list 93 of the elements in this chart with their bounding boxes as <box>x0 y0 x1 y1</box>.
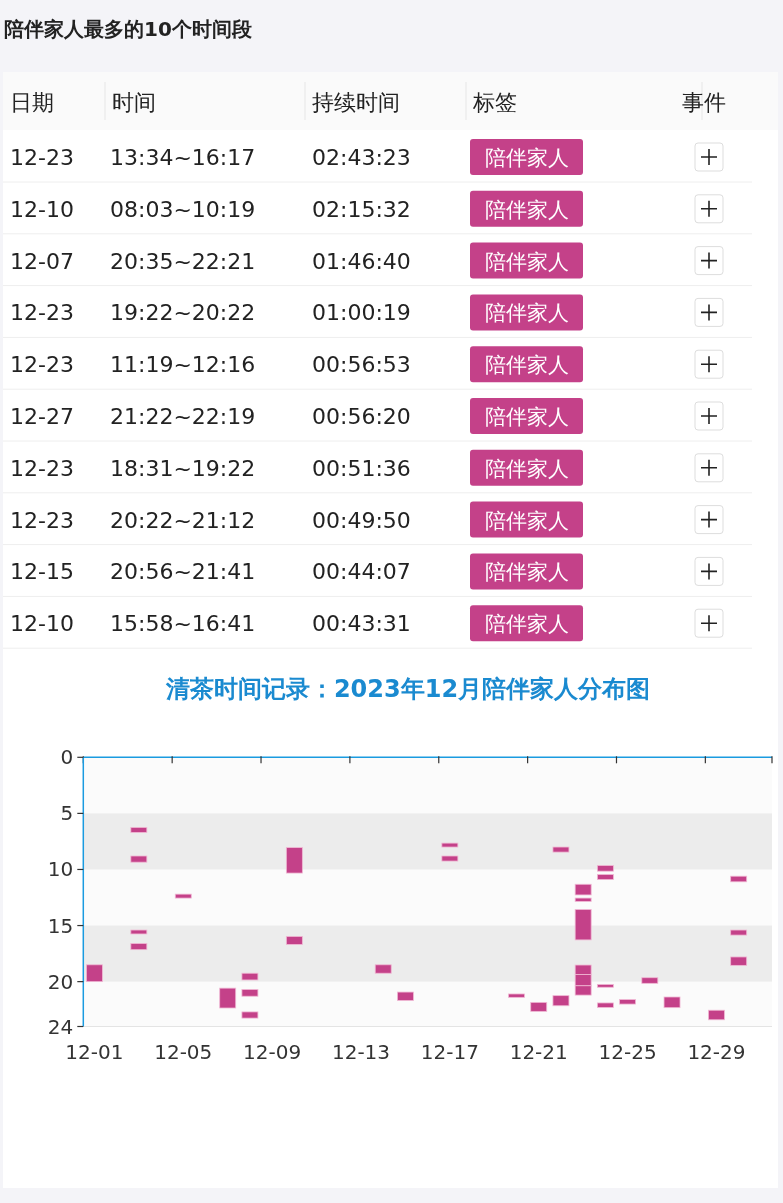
bar <box>708 1009 725 1021</box>
text: 陪伴家人 <box>484 508 569 533</box>
text: 陪伴家人 <box>484 301 569 326</box>
text: 20:56~21:41 <box>110 559 256 585</box>
chart-title: 清茶时间记录：2023年12月陪伴家人分布图 <box>164 675 651 703</box>
text: 18:31~19:22 <box>110 455 256 481</box>
bar <box>130 943 148 951</box>
bar <box>730 929 748 936</box>
text: 01:00:19 <box>312 300 411 326</box>
bar <box>552 995 570 1007</box>
text: 00:44:07 <box>312 559 411 585</box>
text: 12-15 <box>10 559 74 585</box>
bar <box>663 996 681 1009</box>
text: 12-10 <box>10 611 74 637</box>
y-tick-label: 24 <box>47 1014 74 1039</box>
text: 12-23 <box>10 145 74 170</box>
text: 陪伴家人最多的10个时间段 <box>4 17 253 41</box>
text: 02:15:32 <box>312 196 411 222</box>
y-tick-label: 20 <box>47 969 74 994</box>
x-tick-label: 12-21 <box>509 1040 568 1064</box>
text: 00:51:36 <box>312 455 411 481</box>
bar <box>285 936 303 945</box>
text: 01:46:40 <box>312 248 411 274</box>
bar <box>174 893 192 899</box>
text: 陪伴家人 <box>484 612 569 637</box>
text: 12-23 <box>10 352 74 378</box>
bar <box>441 842 459 848</box>
text: 15:58~16:41 <box>110 611 256 637</box>
category-label: 事件 <box>682 90 726 115</box>
text: 陪伴家人 <box>484 197 569 222</box>
text: 13:34~16:17 <box>110 145 256 170</box>
bar <box>219 987 237 1009</box>
text: 00:43:31 <box>312 611 411 637</box>
text: 12-10 <box>10 196 74 222</box>
text: 陪伴家人 <box>484 456 569 481</box>
bar <box>730 956 748 966</box>
text: 12-07 <box>10 248 74 274</box>
bar <box>241 989 259 997</box>
bar <box>596 865 614 872</box>
text: 11:19~12:16 <box>110 352 256 378</box>
text: 陪伴家人 <box>484 353 569 378</box>
bar <box>441 855 459 862</box>
text: 12-23 <box>10 507 74 533</box>
bar <box>374 964 392 974</box>
text: 12-23 <box>10 455 74 481</box>
bar <box>596 1002 614 1008</box>
text: 陪伴家人 <box>484 560 569 585</box>
x-tick-label: 12-17 <box>420 1040 479 1064</box>
text: 20:35~22:21 <box>110 248 256 274</box>
bar <box>641 977 659 984</box>
text: 陪伴家人 <box>484 146 569 170</box>
text: 12-23 <box>10 300 74 326</box>
x-tick-label: 12-01 <box>65 1040 124 1064</box>
bar <box>619 999 636 1005</box>
x-tick-label: 12-09 <box>243 1040 302 1064</box>
category-label: 日期 <box>10 90 54 115</box>
bar <box>574 909 592 941</box>
bar <box>596 874 614 880</box>
text: 21:22~22:19 <box>110 404 256 429</box>
bar <box>508 993 525 998</box>
text: 陪伴家人 <box>484 405 569 429</box>
text: 20:22~21:12 <box>110 507 256 533</box>
y-tick-label: 15 <box>47 913 74 938</box>
text: 12-27 <box>10 404 74 429</box>
bar <box>397 991 414 1001</box>
category-label: 持续时间 <box>312 90 400 115</box>
y-tick-label: 0 <box>60 745 74 770</box>
text: 00:56:20 <box>312 404 411 429</box>
y-tick-label: 5 <box>60 801 74 826</box>
bar <box>285 847 303 874</box>
bar <box>596 984 614 988</box>
category-label: 时间 <box>112 90 156 115</box>
bar <box>86 964 103 983</box>
text: 00:49:50 <box>312 507 411 533</box>
bar <box>552 846 570 853</box>
bar <box>130 929 148 935</box>
x-tick-label: 12-13 <box>331 1040 391 1064</box>
bar <box>730 875 748 883</box>
bar <box>241 972 259 981</box>
text: 19:22~20:22 <box>110 300 256 326</box>
text: 08:03~10:19 <box>110 196 256 222</box>
x-tick-label: 12-25 <box>598 1040 657 1064</box>
bar <box>530 1001 548 1012</box>
text: 02:43:23 <box>312 145 411 170</box>
text: 陪伴家人 <box>484 249 569 274</box>
x-tick-label: 12-05 <box>154 1040 213 1064</box>
bar <box>241 1011 259 1019</box>
text: 00:56:53 <box>312 352 411 378</box>
category-label: 标签 <box>472 90 517 115</box>
x-tick-label: 12-29 <box>687 1040 746 1064</box>
y-tick-label: 10 <box>47 857 74 882</box>
bar <box>130 855 148 863</box>
bar <box>130 827 148 833</box>
